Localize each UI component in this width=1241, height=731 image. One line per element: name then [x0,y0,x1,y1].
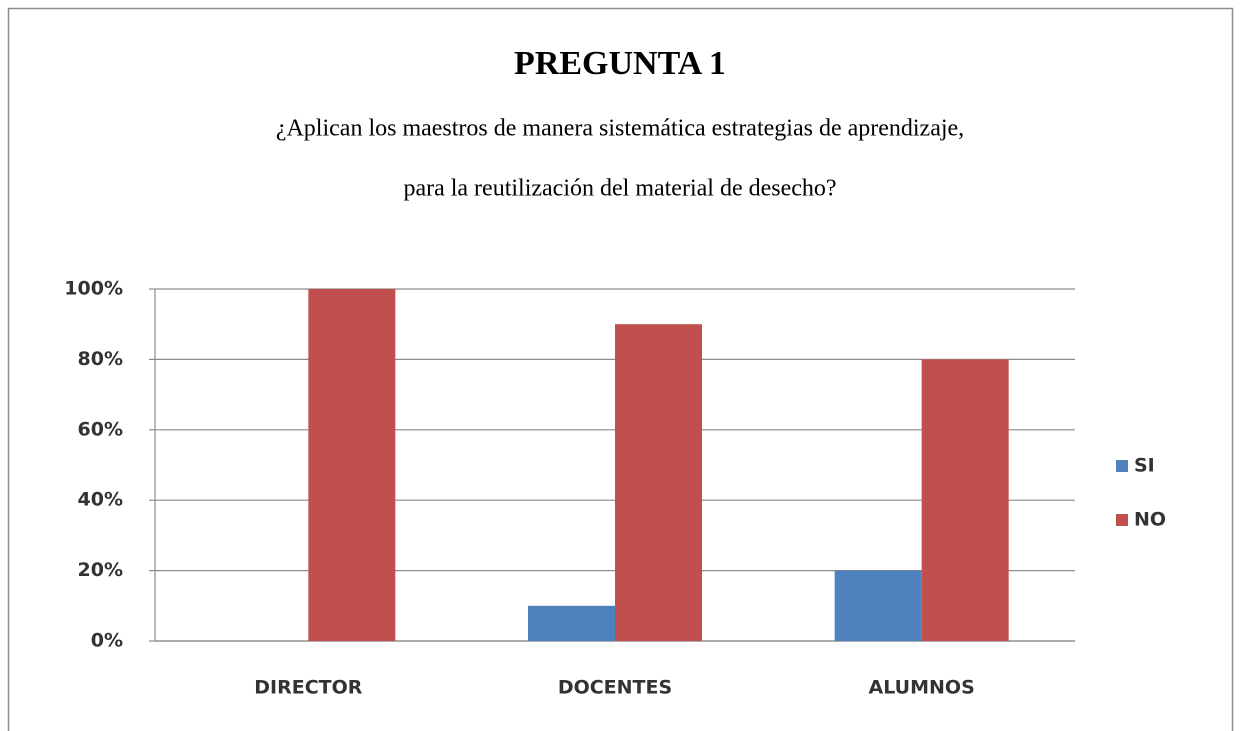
bar [308,289,396,641]
bar [528,605,615,641]
y-tick-label: 100% [64,278,123,300]
chart-subtitle: ¿Aplican los maestros de manera sistemát… [276,116,964,142]
bar [834,570,922,641]
x-tick-label: DIRECTOR [254,677,363,699]
legend-label: NO [1134,509,1166,531]
y-tick-label: 60% [78,418,123,440]
legend-swatch [1116,460,1128,472]
legend-label: SI [1134,455,1155,477]
y-tick-label: 0% [91,630,123,652]
chart-subtitle: para la reutilización del material de de… [403,176,836,202]
legend-swatch [1116,514,1128,526]
x-tick-label: DOCENTES [558,677,672,699]
chart-title: PREGUNTA 1 [514,45,726,82]
y-tick-label: 80% [78,348,123,370]
bar [615,324,702,641]
y-tick-label: 40% [78,489,123,511]
x-tick-label: ALUMNOS [869,677,975,699]
y-tick-label: 20% [78,559,123,581]
bar [921,359,1009,641]
